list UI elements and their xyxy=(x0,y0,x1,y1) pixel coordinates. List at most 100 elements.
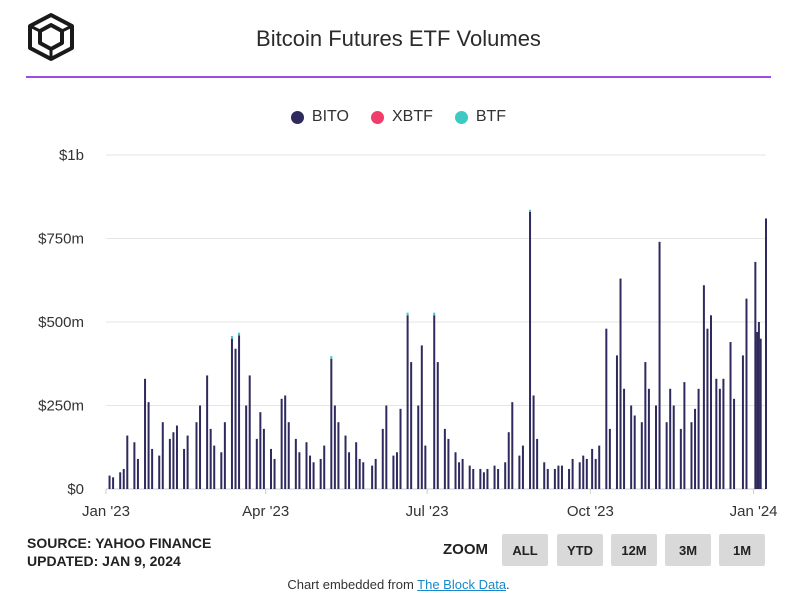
legend-item-btf[interactable]: BTF xyxy=(454,108,506,126)
legend-item-bito[interactable]: BITO xyxy=(290,108,349,126)
bar-bito xyxy=(468,465,471,489)
bar-bito xyxy=(454,452,457,489)
bar-bito xyxy=(585,458,588,489)
bar-bito xyxy=(433,315,436,489)
zoom-label: ZOOM xyxy=(443,541,488,558)
bar-bito xyxy=(511,402,514,489)
bar-bito xyxy=(560,465,563,489)
bar-bito xyxy=(248,375,251,489)
bar-bito xyxy=(694,408,697,489)
y-tick-label: $500m xyxy=(38,314,84,331)
bar-bito xyxy=(640,422,643,489)
x-tick-label: Apr '23 xyxy=(242,503,289,520)
bar-bito xyxy=(594,458,597,489)
bar-bito xyxy=(358,458,361,489)
bar-bito xyxy=(521,445,524,489)
zoom-all-button[interactable]: ALL xyxy=(502,534,548,566)
bar-bito xyxy=(461,458,464,489)
bar-bito xyxy=(697,388,700,489)
zoom-ytd-button[interactable]: YTD xyxy=(557,534,603,566)
chart-title: Bitcoin Futures ETF Volumes xyxy=(256,26,541,51)
bar-bito xyxy=(655,405,657,489)
bar-bito xyxy=(608,428,611,489)
bar-btf xyxy=(433,312,436,316)
bar-bito xyxy=(722,378,725,489)
y-tick-label: $750m xyxy=(38,231,84,248)
bar-bito xyxy=(472,468,475,489)
header-divider xyxy=(26,76,771,78)
bar-bito xyxy=(605,328,608,489)
bar-bito xyxy=(615,355,618,489)
legend-dot-xbtf-icon xyxy=(370,110,384,124)
bar-bito xyxy=(158,455,161,489)
bar-bito xyxy=(733,398,736,489)
bar-bito xyxy=(333,405,336,489)
updated-text: UPDATED: JAN 9, 2024 xyxy=(27,553,181,569)
zoom-1m-button[interactable]: 1M xyxy=(719,534,765,566)
legend-label-bito: BITO xyxy=(311,108,349,125)
bar-btf xyxy=(529,209,532,212)
bar-bito xyxy=(420,345,423,489)
bar-bito xyxy=(493,465,496,489)
bar-bito xyxy=(287,422,290,489)
bar-bito xyxy=(536,438,539,489)
bar-bito xyxy=(172,432,175,489)
bar-bito xyxy=(234,348,237,489)
bar-bito xyxy=(362,462,365,489)
bar-bito xyxy=(385,405,388,489)
source-block: SOURCE: YAHOO FINANCE UPDATED: JAN 9, 20… xyxy=(27,534,211,570)
bar-bito xyxy=(112,477,115,489)
legend-item-xbtf[interactable]: XBTF xyxy=(370,108,433,126)
bar-bito xyxy=(571,458,574,489)
y-tick-label: $0 xyxy=(67,481,84,498)
bar-bito xyxy=(557,465,560,489)
bar-bito xyxy=(706,328,709,489)
bar-bito xyxy=(417,405,420,489)
bar-bito xyxy=(136,458,139,489)
bar-bito xyxy=(741,355,744,489)
bar-bito xyxy=(381,428,384,489)
bar-bito xyxy=(598,445,601,489)
bar-bito xyxy=(168,438,171,489)
bar-bito xyxy=(220,452,223,489)
bar-bito xyxy=(486,468,489,489)
source-text: SOURCE: YAHOO FINANCE xyxy=(27,535,212,551)
bar-bito xyxy=(447,438,450,489)
bar-bito xyxy=(546,468,549,489)
bar-bito xyxy=(238,335,241,489)
bar-bito xyxy=(553,468,556,489)
bar-bito xyxy=(186,435,189,489)
bar-bito xyxy=(355,442,358,489)
chart-legend: BITO XBTF BTF xyxy=(0,108,797,126)
bar-bito xyxy=(683,382,686,489)
bar-bito xyxy=(647,388,650,489)
bar-bito xyxy=(669,388,672,489)
embed-link[interactable]: The Block Data xyxy=(417,577,507,592)
bar-bito xyxy=(399,408,402,489)
bar-bito xyxy=(630,405,633,489)
bar-bito xyxy=(591,448,594,489)
bar-bito xyxy=(206,375,209,489)
bar-bito xyxy=(410,362,413,489)
bar-bito xyxy=(765,218,767,489)
bar-bito xyxy=(337,422,340,489)
embed-text: Chart embedded from xyxy=(287,577,414,592)
embed-suffix: . xyxy=(506,577,510,592)
bar-bito xyxy=(443,428,446,489)
bar-bito xyxy=(532,395,535,489)
bar-bito xyxy=(183,448,186,489)
bar-btf xyxy=(230,336,233,339)
bar-bito xyxy=(424,445,427,489)
bar-bito xyxy=(374,458,377,489)
bar-bito xyxy=(348,452,351,489)
bar-bito xyxy=(543,462,546,489)
bar-bito xyxy=(330,358,333,489)
bar-btf xyxy=(330,356,333,359)
bar-bito xyxy=(309,455,312,489)
zoom-12m-button[interactable]: 12M xyxy=(611,534,657,566)
bar-bito xyxy=(371,465,374,489)
bar-bito xyxy=(298,452,301,489)
bar-bito xyxy=(672,405,675,489)
bar-bito xyxy=(458,462,461,489)
zoom-3m-button[interactable]: 3M xyxy=(665,534,711,566)
